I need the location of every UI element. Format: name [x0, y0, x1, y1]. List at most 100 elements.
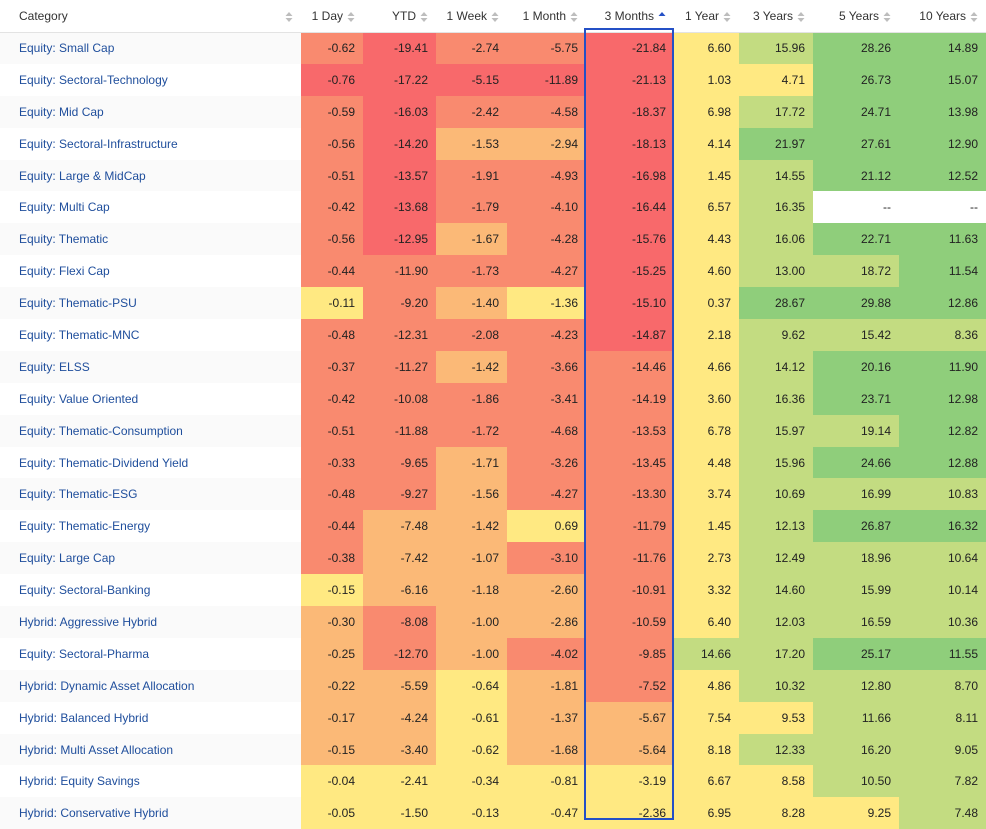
return-cell-d1: -0.51 — [301, 159, 363, 192]
table-row: Equity: Large & MidCap -0.51 -13.57 -1.91 -4… — [0, 159, 986, 192]
column-header-category[interactable]: Category — [0, 0, 301, 33]
category-link[interactable]: Equity: Value Oriented — [0, 382, 301, 415]
table-body: Equity: Small Cap -0.62 -19.41 -2.74 -5.75 -2… — [0, 32, 986, 829]
column-header-d1[interactable]: 1 Day — [301, 0, 363, 33]
column-header-y3[interactable]: 3 Years — [739, 0, 813, 33]
return-cell-y10: 11.54 — [899, 255, 986, 288]
return-cell-y5: 18.96 — [813, 542, 899, 575]
return-cell-w1: -1.73 — [436, 255, 507, 288]
category-link[interactable]: Equity: Sectoral-Infrastructure — [0, 127, 301, 160]
category-link[interactable]: Equity: Thematic-MNC — [0, 319, 301, 351]
column-header-label: 3 Months — [604, 8, 654, 23]
return-cell-m1: -3.66 — [507, 350, 586, 383]
return-cell-d1: -0.56 — [301, 223, 363, 256]
return-cell-w1: -0.61 — [436, 701, 507, 734]
return-cell-y3: 14.12 — [739, 350, 813, 383]
category-link[interactable]: Equity: Thematic-Dividend Yield — [0, 446, 301, 479]
sort-toggle-icon[interactable] — [420, 11, 428, 23]
category-link[interactable]: Equity: Large Cap — [0, 542, 301, 575]
return-cell-y5: 16.20 — [813, 733, 899, 766]
return-cell-m3: -7.52 — [586, 669, 674, 702]
return-cell-w1: -2.74 — [436, 32, 507, 64]
category-link[interactable]: Equity: Thematic-ESG — [0, 478, 301, 511]
return-cell-m1: -4.93 — [507, 159, 586, 192]
return-cell-y5: 11.66 — [813, 701, 899, 734]
sort-toggle-icon[interactable] — [970, 11, 978, 23]
return-cell-m3: -11.76 — [586, 542, 674, 575]
return-cell-y5: 9.25 — [813, 797, 899, 829]
return-cell-d1: -0.15 — [301, 733, 363, 766]
category-link[interactable]: Equity: Multi Cap — [0, 191, 301, 224]
return-cell-ytd: -11.90 — [363, 255, 436, 288]
return-cell-y1: 8.18 — [674, 733, 739, 766]
return-cell-y3: 14.55 — [739, 159, 813, 192]
category-link[interactable]: Hybrid: Aggressive Hybrid — [0, 606, 301, 638]
category-link[interactable]: Hybrid: Dynamic Asset Allocation — [0, 669, 301, 702]
return-cell-m3: -5.64 — [586, 733, 674, 766]
return-cell-y3: 10.32 — [739, 669, 813, 702]
return-cell-d1: -0.04 — [301, 765, 363, 798]
sort-toggle-icon[interactable] — [723, 11, 731, 23]
return-cell-m1: -11.89 — [507, 63, 586, 96]
return-cell-y1: 0.37 — [674, 287, 739, 320]
category-link[interactable]: Hybrid: Conservative Hybrid — [0, 797, 301, 829]
return-cell-d1: -0.56 — [301, 127, 363, 160]
return-cell-y10: 7.82 — [899, 765, 986, 798]
return-cell-y3: 12.33 — [739, 733, 813, 766]
category-link[interactable]: Equity: ELSS — [0, 350, 301, 383]
return-cell-y3: 15.96 — [739, 446, 813, 479]
category-link[interactable]: Equity: Sectoral-Pharma — [0, 637, 301, 670]
return-cell-y10: 8.11 — [899, 701, 986, 734]
sort-toggle-icon[interactable] — [883, 11, 891, 23]
return-cell-m1: -1.81 — [507, 669, 586, 702]
category-link[interactable]: Equity: Mid Cap — [0, 95, 301, 128]
return-cell-w1: -1.42 — [436, 350, 507, 383]
category-link[interactable]: Equity: Large & MidCap — [0, 159, 301, 192]
sort-toggle-icon[interactable] — [285, 11, 293, 23]
return-cell-y1: 1.03 — [674, 63, 739, 96]
table-row: Equity: Thematic-Energy -0.44 -7.48 -1.42 0.… — [0, 510, 986, 543]
sort-toggle-icon[interactable] — [797, 11, 805, 23]
category-link[interactable]: Hybrid: Balanced Hybrid — [0, 701, 301, 734]
return-cell-y3: 12.13 — [739, 510, 813, 543]
return-cell-y5: 16.99 — [813, 478, 899, 511]
column-header-label: 1 Month — [522, 8, 566, 23]
category-link[interactable]: Equity: Thematic-Consumption — [0, 414, 301, 447]
column-header-ytd[interactable]: YTD — [363, 0, 436, 33]
category-link[interactable]: Equity: Small Cap — [0, 32, 301, 64]
category-link[interactable]: Equity: Sectoral-Banking — [0, 574, 301, 607]
return-cell-m1: 0.69 — [507, 510, 586, 543]
return-cell-w1: -1.79 — [436, 191, 507, 224]
column-header-m3[interactable]: 3 Months — [586, 0, 674, 33]
return-cell-m1: -3.41 — [507, 382, 586, 415]
return-cell-d1: -0.62 — [301, 32, 363, 64]
category-link[interactable]: Equity: Thematic — [0, 223, 301, 256]
sort-toggle-icon[interactable] — [347, 11, 355, 23]
column-header-m1[interactable]: 1 Month — [507, 0, 586, 33]
column-header-y5[interactable]: 5 Years — [813, 0, 899, 33]
return-cell-y10: 12.86 — [899, 287, 986, 320]
return-cell-ytd: -4.24 — [363, 701, 436, 734]
return-cell-ytd: -12.31 — [363, 319, 436, 351]
column-header-y1[interactable]: 1 Year — [674, 0, 739, 33]
return-cell-ytd: -7.48 — [363, 510, 436, 543]
column-header-w1[interactable]: 1 Week — [436, 0, 507, 33]
sort-toggle-icon[interactable] — [570, 11, 578, 23]
return-cell-y3: 16.35 — [739, 191, 813, 224]
table-row: Equity: Value Oriented -0.42 -10.08 -1.86 -3… — [0, 382, 986, 415]
category-link[interactable]: Hybrid: Multi Asset Allocation — [0, 733, 301, 766]
category-link[interactable]: Equity: Flexi Cap — [0, 255, 301, 288]
category-link[interactable]: Equity: Sectoral-Technology — [0, 63, 301, 96]
sort-toggle-icon[interactable] — [491, 11, 499, 23]
return-cell-ytd: -5.59 — [363, 669, 436, 702]
return-cell-d1: -0.37 — [301, 350, 363, 383]
category-link[interactable]: Equity: Thematic-PSU — [0, 287, 301, 320]
return-cell-m3: -13.45 — [586, 446, 674, 479]
category-link[interactable]: Hybrid: Equity Savings — [0, 765, 301, 798]
table-row: Equity: Large Cap -0.38 -7.42 -1.07 -3.10 -11… — [0, 542, 986, 575]
category-link[interactable]: Equity: Thematic-Energy — [0, 510, 301, 543]
sort-ascending-icon[interactable] — [658, 11, 666, 23]
return-cell-d1: -0.25 — [301, 637, 363, 670]
return-cell-m3: -18.37 — [586, 95, 674, 128]
column-header-y10[interactable]: 10 Years — [899, 0, 986, 33]
